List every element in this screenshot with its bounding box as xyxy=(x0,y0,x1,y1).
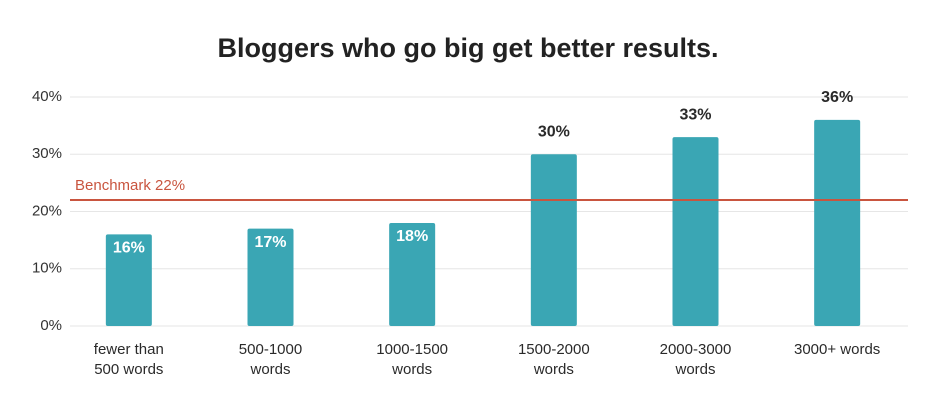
bar xyxy=(105,234,152,326)
x-tick-label: fewer than 500 words xyxy=(93,341,164,378)
value-label: 18% xyxy=(396,228,428,245)
y-tick-label: 0% xyxy=(40,317,62,334)
bar xyxy=(247,228,294,326)
value-label: 36% xyxy=(821,89,853,106)
y-tick-label: 30% xyxy=(32,145,62,162)
x-tick-label: 3000+ words xyxy=(794,341,881,358)
value-label: 16% xyxy=(113,240,145,257)
bar xyxy=(389,222,436,326)
bar xyxy=(814,119,861,327)
x-tick-label: 1000-1500 words xyxy=(376,341,449,378)
bar xyxy=(530,154,577,326)
reference-label: Benchmark 22% xyxy=(75,177,185,194)
value-label: 33% xyxy=(679,106,711,123)
bar xyxy=(672,137,719,326)
chart-title: Bloggers who go big get better results. xyxy=(217,33,718,63)
y-tick-label: 40% xyxy=(32,88,62,105)
x-tick-label: 1500-2000 words xyxy=(517,341,590,378)
y-tick-label: 10% xyxy=(32,260,62,277)
value-label: 30% xyxy=(538,123,570,140)
x-tick-label: 2000-3000 words xyxy=(659,341,732,378)
value-label: 17% xyxy=(254,234,286,251)
y-tick-label: 20% xyxy=(32,202,62,219)
x-tick-label: 500-1000 words xyxy=(238,341,303,378)
